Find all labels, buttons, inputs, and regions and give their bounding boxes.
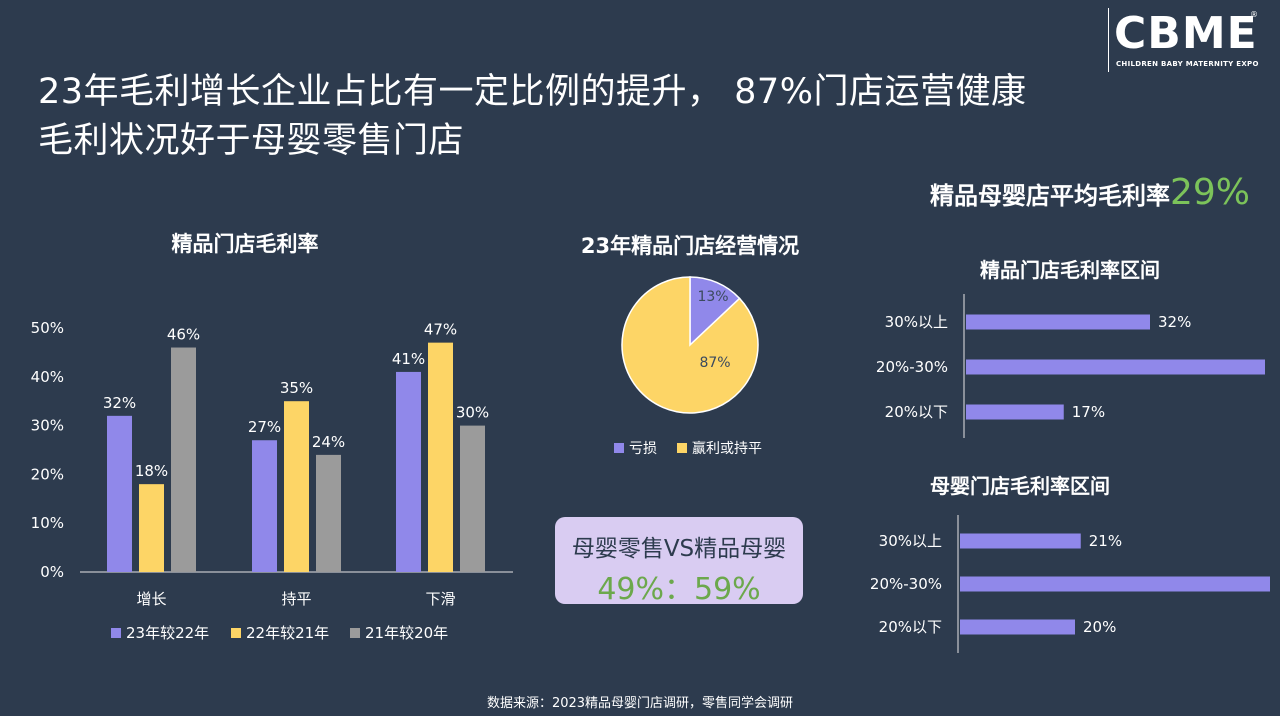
legend-label: 赢利或持平 bbox=[692, 440, 762, 457]
pie-chart-title: 23年精品门店经营情况 bbox=[580, 234, 800, 258]
category-label: 20%以下 bbox=[879, 618, 942, 636]
title-line-2: 毛利状况好于母婴零售门店 bbox=[38, 121, 465, 161]
bar-value-label: 47% bbox=[424, 321, 457, 339]
logo-word: CBME bbox=[1114, 8, 1258, 59]
pie-value-label: 87% bbox=[699, 355, 730, 371]
bar-value-label: 20% bbox=[1083, 618, 1116, 636]
pie-value-label: 13% bbox=[697, 289, 728, 305]
x-category-label: 下滑 bbox=[425, 590, 455, 608]
x-category-label: 增长 bbox=[136, 590, 166, 608]
bar bbox=[960, 576, 1270, 592]
y-tick-label: 20% bbox=[31, 465, 64, 483]
bar bbox=[139, 484, 164, 572]
legend-swatch bbox=[231, 628, 241, 638]
data-source: 数据来源：2023精品母婴门店调研，零售同学会调研 bbox=[486, 696, 794, 711]
bar-value-label: 27% bbox=[248, 418, 281, 436]
title-line-1: 23年毛利增长企业占比有一定比例的提升， 87%门店运营健康 bbox=[38, 72, 1027, 112]
y-tick-label: 50% bbox=[31, 319, 64, 337]
logo-subtitle: CHILDREN BABY MATERNITY EXPO bbox=[1116, 60, 1259, 68]
bar-chart-title: 精品门店毛利率 bbox=[171, 232, 319, 256]
legend-swatch bbox=[111, 628, 121, 638]
bar bbox=[960, 619, 1075, 635]
bar-value-label: 24% bbox=[312, 433, 345, 451]
y-tick-label: 40% bbox=[31, 368, 64, 386]
legend-swatch bbox=[614, 443, 624, 453]
category-label: 20%-30% bbox=[870, 575, 942, 593]
x-category-label: 持平 bbox=[281, 590, 311, 608]
bar bbox=[171, 347, 196, 572]
bar bbox=[396, 371, 421, 572]
bar-value-label: 32% bbox=[1158, 313, 1191, 331]
bar-value-label: 32% bbox=[103, 394, 136, 412]
pie-chart: 13% 87% 亏损 赢利或持平 bbox=[614, 276, 762, 457]
pie-slice bbox=[689, 276, 741, 347]
bar bbox=[428, 342, 453, 572]
bar bbox=[460, 425, 485, 572]
legend-label: 23年较22年 bbox=[126, 624, 209, 642]
bar bbox=[107, 415, 132, 572]
category-label: 30%以上 bbox=[879, 532, 942, 550]
legend-swatch bbox=[350, 628, 360, 638]
bar bbox=[966, 404, 1064, 420]
bar bbox=[960, 533, 1081, 549]
compare-box: 母婴零售VS精品母婴 49%：59% bbox=[555, 517, 803, 607]
category-label: 30%以上 bbox=[885, 313, 948, 331]
legend-label: 22年较21年 bbox=[246, 624, 329, 642]
legend-label: 21年较20年 bbox=[365, 624, 448, 642]
bar-value-label: 18% bbox=[135, 462, 168, 480]
bar bbox=[966, 359, 1265, 375]
y-tick-label: 10% bbox=[31, 514, 64, 532]
category-label: 20%以下 bbox=[885, 403, 948, 421]
hbar-chart-1-title: 精品门店毛利率区间 bbox=[980, 258, 1160, 282]
compare-title: 母婴零售VS精品母婴 bbox=[571, 536, 787, 562]
cbme-logo: CBME ® CHILDREN BABY MATERNITY EXPO bbox=[1108, 8, 1278, 72]
bar-value-label: 17% bbox=[1072, 403, 1105, 421]
compare-value: 49%：59% bbox=[597, 572, 761, 607]
bar-value-label: 21% bbox=[1089, 532, 1122, 550]
average-margin-label: 精品母婴店平均毛利率 bbox=[929, 182, 1170, 210]
logo-registered-mark: ® bbox=[1250, 10, 1258, 19]
bar-value-label: 35% bbox=[280, 379, 313, 397]
page-title: 23年毛利增长企业占比有一定比例的提升， 87%门店运营健康 毛利状况好于母婴零… bbox=[38, 68, 1026, 166]
y-tick-label: 0% bbox=[40, 563, 64, 581]
y-tick-label: 30% bbox=[31, 417, 64, 435]
bar-value-label: 41% bbox=[392, 350, 425, 368]
category-label: 20%-30% bbox=[876, 358, 948, 376]
pie-slice bbox=[621, 276, 759, 414]
hbar-chart-2-title: 母婴门店毛利率区间 bbox=[930, 474, 1110, 498]
bar-value-label: 30% bbox=[456, 404, 489, 422]
bar bbox=[316, 454, 341, 572]
legend-swatch bbox=[677, 443, 687, 453]
bar bbox=[252, 440, 277, 572]
legend-label: 亏损 bbox=[629, 441, 657, 457]
average-margin-value: 29% bbox=[1169, 172, 1250, 213]
grouped-bar-chart: 0% 10% 20% 30% 40% 50% 32% 18% 46% 增长 27% 35% 24% 持平 4… bbox=[31, 319, 513, 642]
bar-value-label: 46% bbox=[167, 326, 200, 344]
bar bbox=[284, 401, 309, 572]
average-margin: 精品母婴店平均毛利率29% bbox=[930, 172, 1250, 213]
bar bbox=[966, 314, 1150, 330]
